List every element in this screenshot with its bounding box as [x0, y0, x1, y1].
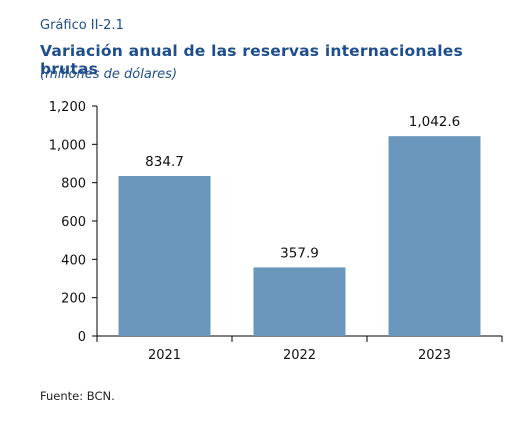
- chart-title: Variación anual de las reservas internac…: [40, 42, 463, 78]
- y-tick-label: 1,200: [49, 100, 86, 115]
- y-tick-label: 600: [61, 215, 86, 230]
- bar: [253, 267, 346, 336]
- data-label: 1,042.6: [409, 114, 461, 130]
- data-label: 834.7: [145, 154, 184, 170]
- y-tick-label: 400: [61, 253, 86, 268]
- source-note: Fuente: BCN.: [40, 389, 115, 403]
- x-tick-label: 2021: [148, 348, 181, 363]
- bar: [118, 176, 211, 336]
- data-label: 357.9: [280, 245, 319, 261]
- x-tick-label: 2023: [418, 348, 451, 363]
- y-tick-label: 0: [78, 330, 86, 345]
- y-tick-label: 1,000: [49, 138, 86, 153]
- x-tick-label: 2022: [283, 348, 316, 363]
- chart-subtitle: (millones de dólares): [40, 67, 178, 82]
- y-tick-label: 800: [61, 177, 86, 192]
- y-tick-label: 200: [61, 292, 86, 307]
- bar: [388, 136, 481, 336]
- figure-label: Gráfico II-2.1: [40, 18, 124, 33]
